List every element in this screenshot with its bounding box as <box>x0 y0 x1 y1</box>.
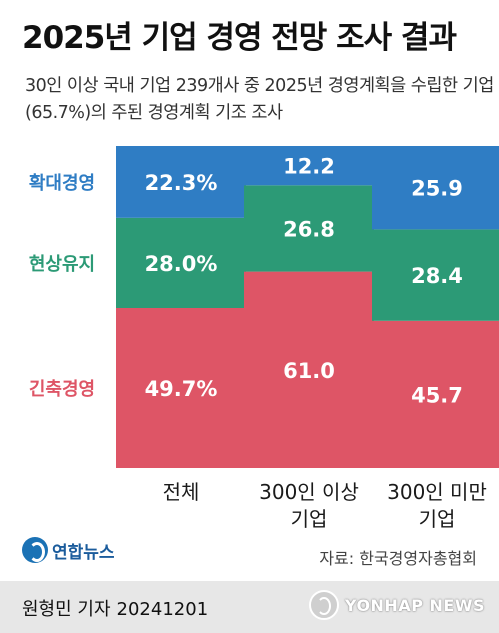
bar-segment <box>372 320 499 468</box>
reporter-date: 20241201 <box>116 599 209 620</box>
bar-segment <box>116 146 246 218</box>
chart-subtitle: 30인 이상 국내 기업 239개사 중 2025년 경영계획을 수립한 기업(… <box>25 76 494 123</box>
data-label: 25.9 <box>411 177 463 201</box>
yonhap-logo-icon <box>22 537 48 563</box>
category-label: 기업 <box>419 507 456 531</box>
bar-segment <box>372 146 499 230</box>
footer-bar <box>0 581 499 633</box>
data-label: 28.0% <box>145 252 218 276</box>
data-label: 12.2 <box>283 155 335 179</box>
reporter-name: 원형민 기자 <box>22 599 111 620</box>
category-label: 300인 미만 <box>387 480 487 504</box>
data-label: 22.3% <box>145 171 218 195</box>
bar-segment <box>244 185 374 272</box>
bar-segment <box>116 217 246 308</box>
chart-title: 2025년 기업 경영 전망 조사 결과 <box>22 20 457 56</box>
data-label: 26.8 <box>283 217 335 241</box>
category-label: 300인 이상 <box>259 480 359 504</box>
reporter-credit: 원형민 기자 20241201 <box>22 595 208 621</box>
bar-segment <box>372 229 499 321</box>
bar-segment <box>116 308 246 468</box>
brand-name: 연합뉴스 <box>52 542 115 563</box>
yonhap-watermark-icon <box>308 590 339 620</box>
bar-segment <box>244 271 374 468</box>
data-label: 45.7 <box>411 383 463 407</box>
data-label: 61.0 <box>283 359 335 383</box>
brand-logo-block: 연합뉴스 <box>22 537 115 563</box>
source-note: 자료: 한국경영자총협회 <box>319 549 477 568</box>
watermark-text: YONHAP NEWS <box>344 595 485 615</box>
category-label: 기업 <box>291 507 328 531</box>
watermark: YONHAP NEWS <box>308 590 485 620</box>
data-label: 28.4 <box>411 264 463 288</box>
bar-segment <box>244 146 374 186</box>
legend-label: 긴축경영 <box>29 379 95 400</box>
data-label: 49.7% <box>145 377 218 401</box>
legend-label: 확대경영 <box>29 173 95 194</box>
category-label: 전체 <box>163 480 200 504</box>
legend-label: 현상유지 <box>29 254 95 275</box>
